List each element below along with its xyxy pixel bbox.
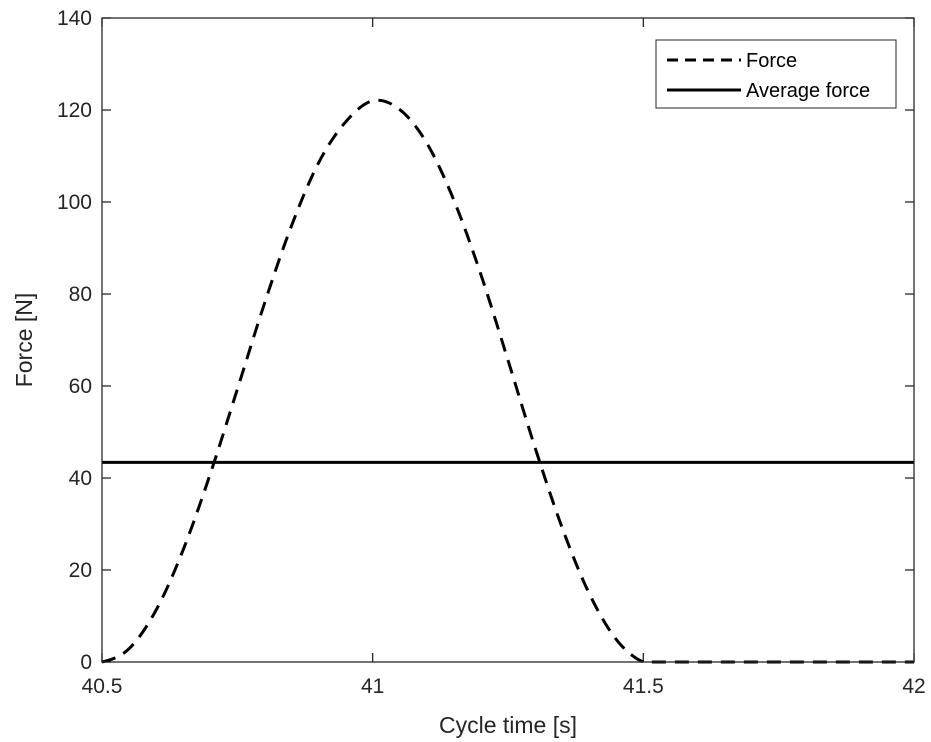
x-axis-title: Cycle time [s] bbox=[439, 712, 577, 738]
y-tick-label: 40 bbox=[69, 467, 92, 490]
legend: Force Average force bbox=[655, 39, 897, 109]
x-tick-label: 41 bbox=[361, 675, 384, 698]
y-tick-label: 60 bbox=[69, 375, 92, 398]
y-tick-label: 0 bbox=[80, 651, 92, 674]
y-tick-label: 140 bbox=[57, 7, 92, 30]
y-tick-label: 80 bbox=[69, 283, 92, 306]
legend-label-average-force: Average force bbox=[746, 80, 870, 102]
legend-box bbox=[655, 39, 897, 109]
tick-labels: 40.5 41 41.5 42 0 20 40 60 80 100 120 140 bbox=[57, 7, 926, 698]
y-tick-label: 100 bbox=[57, 191, 92, 214]
y-tick-label: 120 bbox=[57, 99, 92, 122]
x-tick-label: 40.5 bbox=[82, 675, 123, 698]
legend-label-force: Force bbox=[746, 50, 797, 72]
x-tick-label: 42 bbox=[902, 675, 925, 698]
x-tick-label: 41.5 bbox=[623, 675, 664, 698]
plot-frame bbox=[101, 17, 915, 663]
plot-background bbox=[102, 18, 914, 662]
y-tick-label: 20 bbox=[69, 559, 92, 582]
y-axis-title: Force [N] bbox=[11, 293, 37, 388]
